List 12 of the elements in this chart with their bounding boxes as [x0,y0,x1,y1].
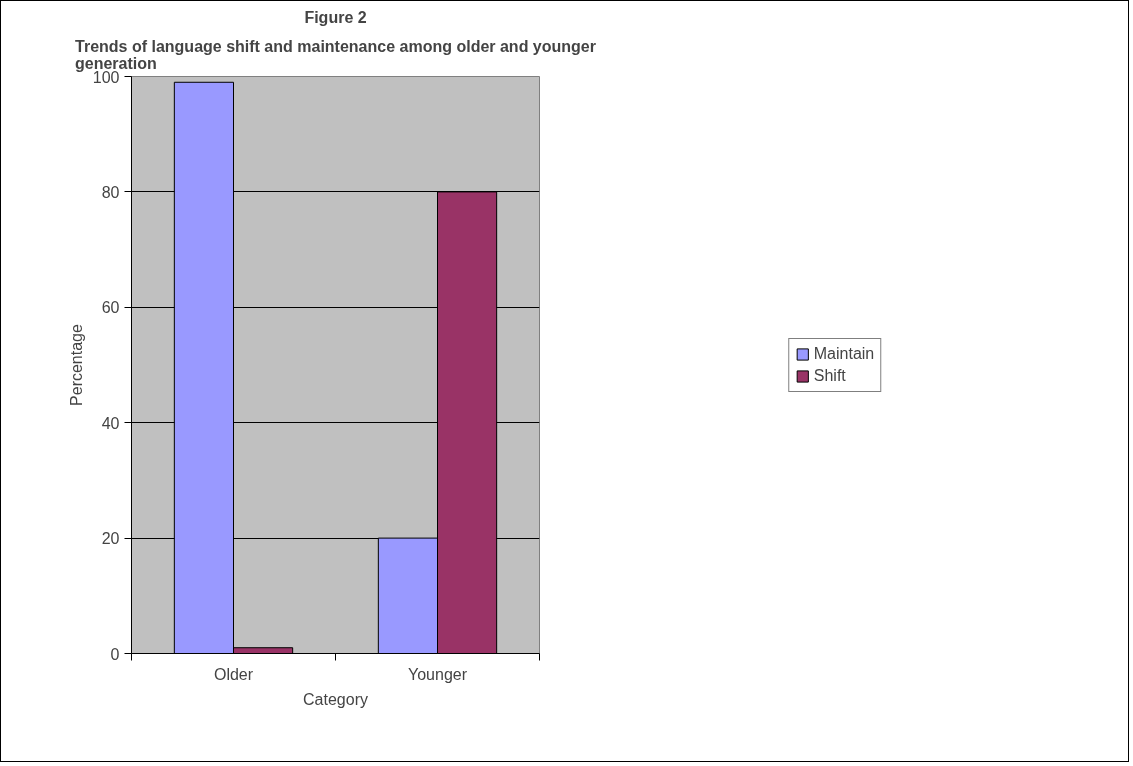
y-tick-label: 60 [101,299,120,317]
x-tick-label: Younger [407,665,468,683]
y-tick-label: 0 [110,645,120,663]
y-tick-label: 80 [101,183,120,201]
x-axis-title: Category [303,690,368,708]
legend-label: Shift [813,366,846,385]
y-tick-label: 20 [101,530,120,548]
y-tick-label: 40 [101,414,120,432]
legend-label: Maintain [813,344,875,363]
chart-title: Figure 2 [304,8,367,26]
x-tick-label: Older [213,665,254,683]
y-axis-title: Percentage [67,323,85,406]
